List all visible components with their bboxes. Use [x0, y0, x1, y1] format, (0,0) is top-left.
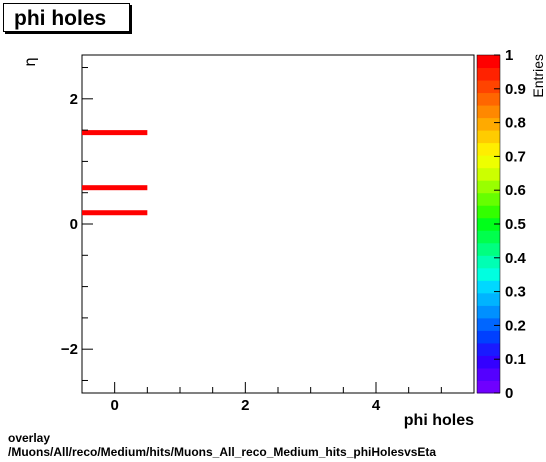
x-tick-label: 0	[110, 397, 118, 414]
z-tick-label: 1	[505, 47, 513, 64]
palette-cell	[477, 230, 500, 244]
heatmap-bin	[82, 210, 148, 216]
z-tick-label: 0.5	[505, 216, 526, 233]
palette-cell	[477, 292, 500, 306]
palette-cell	[477, 142, 500, 156]
palette-cell	[477, 342, 500, 356]
footer-line-2: /Muons/All/reco/Medium/hits/Muons_All_re…	[8, 445, 437, 459]
z-tick-label: 0.3	[505, 284, 526, 301]
y-tick-label: 2	[70, 91, 78, 108]
z-tick-label: 0.8	[505, 115, 526, 132]
color-palette: 0 0.1 0.2 0.3 0.4 0.5 0.6 0.7 0.8 0.9 1	[476, 47, 527, 402]
z-tick-label: 0.1	[505, 351, 526, 368]
palette-cell	[477, 105, 500, 119]
palette-cell	[477, 205, 500, 219]
plot-frame	[81, 54, 475, 394]
palette-cell	[477, 180, 500, 194]
palette-cell	[477, 55, 500, 69]
palette-cell	[477, 367, 500, 381]
chart-title-box: phi holes	[3, 3, 130, 32]
palette-cell	[477, 92, 500, 106]
z-tick-label: 0	[505, 385, 513, 402]
z-axis-label: Entries	[530, 54, 546, 98]
palette-cell	[477, 167, 500, 181]
palette-cell	[477, 280, 500, 294]
z-tick-label: 0.2	[505, 317, 526, 334]
z-tick-label: 0.9	[505, 81, 526, 98]
axes: 0 2 4 −2 0 2	[61, 67, 475, 414]
palette-cell	[477, 192, 500, 206]
heatmap-bin	[82, 185, 148, 191]
palette-cell	[477, 130, 500, 144]
z-tick-label: 0.6	[505, 182, 526, 199]
chart-title: phi holes	[14, 7, 107, 30]
palette-cell	[477, 155, 500, 169]
palette-cell	[477, 355, 500, 369]
palette-cell	[477, 217, 500, 231]
heatmap-bin	[82, 130, 148, 136]
palette-cell	[477, 117, 500, 131]
z-tick-label: 0.7	[505, 148, 526, 165]
y-tick-label: 0	[70, 216, 78, 233]
x-tick-label: 4	[372, 397, 381, 414]
y-tick-label: −2	[61, 341, 78, 358]
palette-cell	[477, 305, 500, 319]
palette-cell	[477, 80, 500, 94]
heatmap-bins	[82, 130, 148, 216]
palette-cell	[477, 242, 500, 256]
palette-cell	[477, 380, 500, 394]
palette-cell	[477, 330, 500, 344]
x-tick-label: 2	[241, 397, 249, 414]
palette-cell	[477, 67, 500, 81]
palette-cell	[477, 317, 500, 331]
footer-line-1: overlay	[8, 431, 51, 445]
palette-cell	[477, 267, 500, 281]
z-tick-label: 0.4	[505, 250, 527, 267]
x-axis-label: phi holes	[404, 412, 474, 429]
palette-cell	[477, 255, 500, 269]
y-axis-label: η	[21, 57, 39, 67]
